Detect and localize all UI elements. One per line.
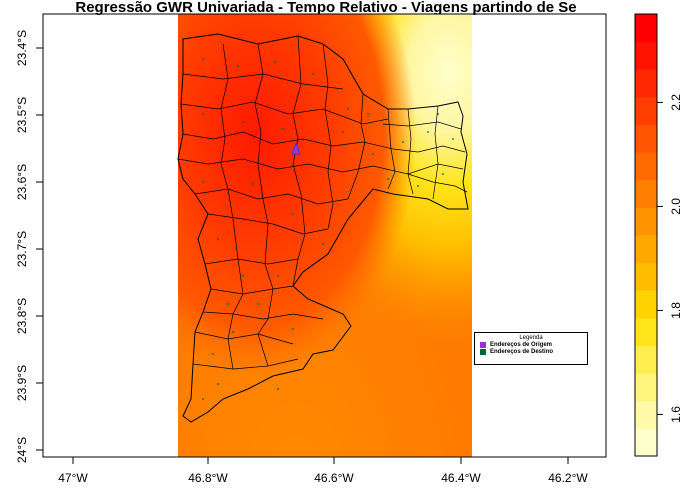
x-tick-label: 46.6°W — [314, 471, 354, 485]
colorbar-step — [635, 428, 657, 457]
y-tick-label: 23.5°S — [15, 97, 29, 133]
colorbar-step — [635, 14, 657, 43]
legend-swatch-destination — [480, 349, 486, 355]
colorbar-step — [635, 235, 657, 264]
colorbar-step — [635, 179, 657, 208]
destination-points — [202, 58, 454, 400]
colorbar-step — [635, 207, 657, 236]
y-tick-label: 23.9°S — [15, 365, 29, 401]
legend-swatch-origin — [480, 342, 486, 348]
colorbar-tick-label: 2.0 — [669, 198, 683, 215]
legend-item-origin: Endereços de Origem — [480, 342, 587, 348]
colorbar-tick-label: 1.8 — [669, 302, 683, 319]
x-tick-label: 47°W — [58, 471, 88, 485]
map-plot: 47°W 46.8°W 46.6°W 46.4°W 46.2°W 23.4°S 23.5°… — [15, 13, 607, 485]
x-tick-label: 46.2°W — [548, 471, 588, 485]
x-tick-label: 46.4°W — [441, 471, 481, 485]
colorbar-step — [635, 69, 657, 98]
city-boundary — [177, 33, 469, 423]
colorbar-step — [635, 290, 657, 319]
colorbar-step — [635, 41, 657, 70]
legend-label-destination: Endereços de Destino — [490, 349, 554, 355]
y-tick-label: 23.8°S — [15, 298, 29, 334]
y-tick-label: 24°S — [15, 437, 29, 463]
legend: Legenda Endereços de Origem Endereços de… — [474, 332, 588, 365]
colorbar-step — [635, 124, 657, 153]
y-tick-label: 23.6°S — [15, 164, 29, 200]
colorbar-steps — [635, 14, 657, 457]
district-lines — [177, 35, 468, 370]
plot-frame — [42, 13, 607, 458]
colorbar-tick-label: 1.6 — [669, 406, 683, 423]
y-tick-label: 23.7°S — [15, 231, 29, 267]
colorbar-tick-label: 2.2 — [669, 94, 683, 111]
legend-title: Legenda — [519, 335, 543, 341]
y-axis: 23.4°S 23.5°S 23.6°S 23.7°S 23.8°S 23.9°S 24°S — [15, 30, 43, 463]
map-title: Regressão GWR Univariada - Tempo Relativ… — [75, 0, 577, 16]
y-tick-label: 23.4°S — [15, 30, 29, 66]
x-tick-label: 46.8°W — [188, 471, 228, 485]
colorbar-step — [635, 317, 657, 346]
colorbar-ticks: 1.6 1.8 2.0 2.2 — [657, 94, 683, 423]
colorbar-step — [635, 400, 657, 429]
colorbar-step — [635, 345, 657, 374]
colorbar-step — [635, 96, 657, 125]
colorbar: 1.6 1.8 2.0 2.2 — [634, 13, 683, 457]
colorbar-frame — [634, 13, 658, 457]
x-axis: 47°W 46.8°W 46.6°W 46.4°W 46.2°W — [58, 457, 588, 485]
gwr-raster — [178, 14, 472, 457]
origin-marker — [291, 141, 301, 155]
legend-label-origin: Endereços de Origem — [490, 342, 553, 348]
colorbar-step — [635, 152, 657, 181]
legend-item-destination: Endereços de Destino — [480, 349, 587, 355]
colorbar-step — [635, 262, 657, 291]
colorbar-step — [635, 373, 657, 402]
